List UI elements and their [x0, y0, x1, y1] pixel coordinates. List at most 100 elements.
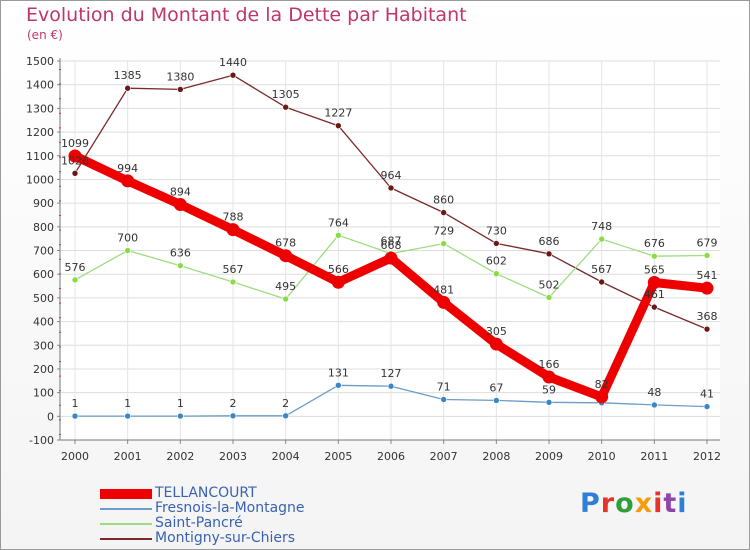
y-axis-marker [59, 229, 61, 231]
legend-swatch [100, 523, 152, 525]
data-point [489, 337, 503, 351]
data-label: 894 [170, 186, 191, 199]
data-point [651, 252, 658, 260]
proxiti-logo: Proxiti [580, 488, 688, 519]
data-label: 1440 [219, 56, 247, 69]
data-label: 729 [433, 225, 454, 238]
data-label: 668 [381, 239, 402, 252]
y-axis-marker [59, 419, 61, 421]
data-label: 679 [697, 236, 718, 249]
x-tick-label: 2003 [219, 450, 247, 463]
y-axis-marker [59, 171, 61, 173]
data-point [282, 295, 289, 303]
data-point [71, 169, 79, 177]
data-point [124, 412, 131, 420]
y-axis-marker [59, 215, 61, 216]
data-point [387, 184, 395, 192]
y-axis-marker [59, 244, 61, 246]
y-tick-label: 800 [33, 221, 54, 234]
data-point [279, 249, 293, 263]
y-axis-marker [59, 142, 61, 143]
data-point [335, 381, 342, 389]
y-axis-marker [59, 346, 61, 348]
data-point [703, 325, 711, 333]
data-point [335, 122, 342, 129]
data-label: 2 [230, 397, 237, 410]
y-tick-label: 500 [33, 292, 54, 305]
data-point [545, 250, 553, 258]
data-point [71, 412, 79, 420]
data-label: 368 [697, 310, 718, 323]
data-label: 676 [644, 237, 665, 250]
data-point [177, 262, 184, 269]
y-axis-marker [59, 185, 61, 187]
data-point [440, 209, 447, 216]
data-label: 71 [437, 380, 451, 393]
legend-swatch [100, 538, 152, 540]
data-label: 1 [72, 397, 79, 410]
x-tick-label: 2001 [114, 450, 142, 463]
y-tick-label: 300 [33, 339, 54, 352]
data-label: 2 [282, 397, 289, 410]
data-point [437, 295, 451, 309]
data-point [121, 174, 135, 188]
y-axis-marker [59, 258, 61, 260]
data-label: 730 [486, 224, 507, 237]
data-label: 994 [117, 162, 138, 175]
data-point [595, 390, 609, 404]
data-point [226, 223, 240, 237]
y-axis-marker [59, 156, 61, 158]
data-point [542, 370, 556, 384]
y-axis-marker [59, 200, 61, 202]
legend-label: Saint-Pancré [155, 515, 243, 531]
data-label: 566 [328, 263, 349, 276]
y-tick-label: 700 [33, 245, 54, 258]
y-axis-marker [59, 331, 61, 333]
data-label: 41 [700, 388, 714, 401]
y-axis-marker [59, 361, 61, 362]
y-axis-marker [59, 98, 61, 100]
data-point [229, 278, 237, 286]
x-tick-label: 2011 [640, 450, 668, 463]
data-label: 1385 [114, 69, 142, 82]
data-label: 1 [177, 397, 184, 410]
data-label: 576 [65, 261, 86, 274]
y-tick-label: 600 [33, 268, 54, 281]
data-label: 502 [539, 278, 560, 291]
data-point [173, 198, 187, 212]
data-point [493, 270, 500, 278]
data-label: 678 [275, 237, 296, 250]
data-label: 567 [591, 263, 612, 276]
x-tick-label: 2007 [430, 450, 458, 463]
x-tick-label: 2004 [272, 450, 300, 463]
y-axis-marker [59, 434, 61, 435]
y-axis-marker [59, 317, 61, 319]
data-label: 495 [275, 280, 296, 293]
data-point [229, 412, 237, 420]
y-axis-marker [59, 288, 61, 289]
data-point [177, 412, 184, 420]
data-label: 565 [644, 263, 665, 276]
data-point [700, 281, 714, 295]
y-tick-label: 1100 [26, 150, 54, 163]
data-point [387, 382, 395, 390]
data-label: 1380 [166, 70, 194, 83]
data-point [177, 86, 184, 93]
data-point [598, 278, 605, 286]
data-point [651, 303, 658, 311]
data-label: 764 [328, 216, 349, 229]
data-label: 686 [539, 235, 560, 248]
y-tick-label: 1400 [26, 79, 54, 92]
data-label: 127 [381, 367, 402, 380]
data-point [68, 149, 82, 163]
legend-label: Montigny-sur-Chiers [155, 530, 296, 546]
y-tick-label: -100 [29, 434, 54, 447]
data-label: 166 [539, 358, 560, 371]
chart-title: Evolution du Montant de la Dette par Hab… [26, 4, 467, 26]
x-tick-label: 2005 [324, 450, 352, 463]
data-point [493, 397, 500, 404]
data-point [384, 251, 398, 265]
legend-swatch [100, 489, 152, 499]
data-label: 748 [591, 220, 612, 233]
data-point [545, 399, 553, 406]
